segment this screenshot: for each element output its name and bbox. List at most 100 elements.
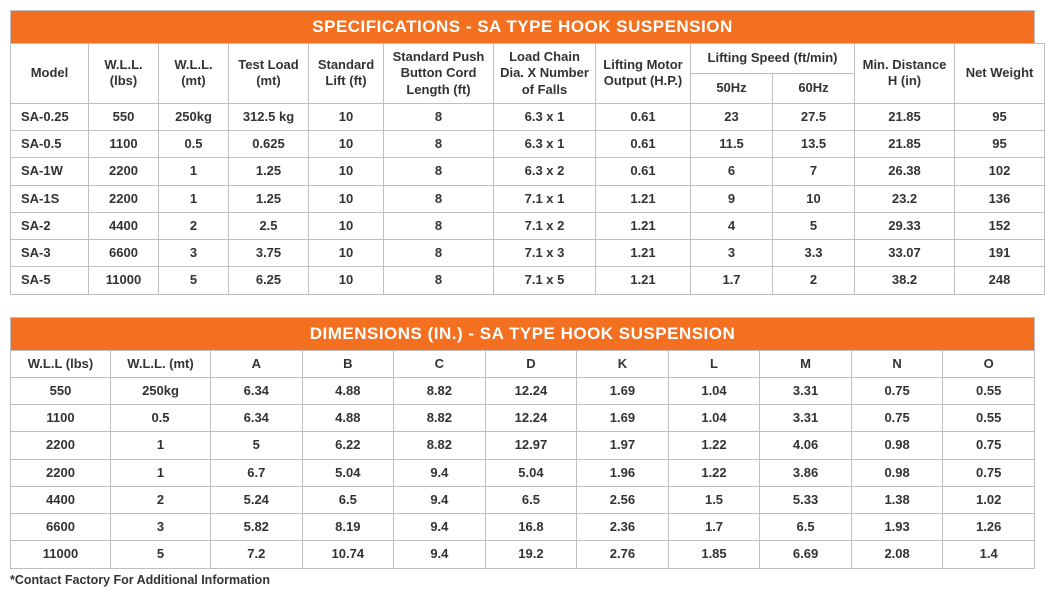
dims-cell: 1.04 <box>668 405 760 432</box>
col-motor: Lifting Motor Output (H.P.) <box>596 44 691 104</box>
cell-std_lift: 10 <box>309 212 384 239</box>
col-min-dist: Min. Distance H (in) <box>855 44 955 104</box>
cell-cord_len: 8 <box>384 103 494 130</box>
dims-cell: 550 <box>11 377 111 404</box>
cell-min_dist: 38.2 <box>855 267 955 294</box>
dims-cell: 250kg <box>111 377 211 404</box>
cell-model: SA-5 <box>11 267 89 294</box>
dims-cell: 2.56 <box>577 486 669 513</box>
dims-cell: 10.74 <box>302 541 394 568</box>
dims-cell: 5.24 <box>211 486 303 513</box>
cell-test_load: 312.5 kg <box>229 103 309 130</box>
dims-cell: 1.02 <box>943 486 1035 513</box>
dims-cell: 5.82 <box>211 514 303 541</box>
dims-cell: 0.55 <box>943 377 1035 404</box>
cell-std_lift: 10 <box>309 267 384 294</box>
dims-cell: 8.82 <box>394 377 486 404</box>
dims-cell: 2.36 <box>577 514 669 541</box>
cell-model: SA-2 <box>11 212 89 239</box>
cell-speed_60: 2 <box>773 267 855 294</box>
footnote: *Contact Factory For Additional Informat… <box>10 573 1035 587</box>
table-row: SA-0.25550250kg312.5 kg1086.3 x 10.61232… <box>11 103 1045 130</box>
cell-cord_len: 8 <box>384 185 494 212</box>
dims-cell: 4400 <box>11 486 111 513</box>
specifications-section: SPECIFICATIONS - SA TYPE HOOK SUSPENSION… <box>10 10 1035 295</box>
dims-cell: 2200 <box>11 459 111 486</box>
dims-cell: 6.7 <box>211 459 303 486</box>
dims-cell: 1.38 <box>851 486 943 513</box>
dims-cell: 1 <box>111 432 211 459</box>
cell-cord_len: 8 <box>384 240 494 267</box>
dims-col-4: C <box>394 350 486 377</box>
cell-speed_60: 10 <box>773 185 855 212</box>
dimensions-header: W.L.L (lbs)W.L.L. (mt)ABCDKLMNO <box>11 350 1035 377</box>
dims-cell: 6600 <box>11 514 111 541</box>
dims-cell: 1.22 <box>668 459 760 486</box>
col-cord-len: Standard Push Button Cord Length (ft) <box>384 44 494 104</box>
cell-min_dist: 21.85 <box>855 131 955 158</box>
dims-cell: 1.5 <box>668 486 760 513</box>
table-row: 440025.246.59.46.52.561.55.331.381.02 <box>11 486 1035 513</box>
dims-col-2: A <box>211 350 303 377</box>
table-row: SA-2440022.51087.1 x 21.214529.33152 <box>11 212 1045 239</box>
cell-cord_len: 8 <box>384 131 494 158</box>
dims-cell: 5.04 <box>485 459 577 486</box>
dims-cell: 9.4 <box>394 541 486 568</box>
dims-cell: 12.24 <box>485 405 577 432</box>
dims-col-10: O <box>943 350 1035 377</box>
cell-speed_50: 23 <box>691 103 773 130</box>
cell-speed_60: 27.5 <box>773 103 855 130</box>
cell-motor: 1.21 <box>596 212 691 239</box>
dims-cell: 0.75 <box>851 405 943 432</box>
cell-motor: 1.21 <box>596 240 691 267</box>
cell-std_lift: 10 <box>309 103 384 130</box>
specifications-header: Model W.L.L. (lbs) W.L.L. (mt) Test Load… <box>11 44 1045 104</box>
cell-speed_60: 13.5 <box>773 131 855 158</box>
dims-cell: 2200 <box>11 432 111 459</box>
dims-cell: 3.31 <box>760 405 852 432</box>
dims-cell: 9.4 <box>394 459 486 486</box>
dims-cell: 8.82 <box>394 405 486 432</box>
cell-speed_60: 7 <box>773 158 855 185</box>
dims-cell: 0.5 <box>111 405 211 432</box>
dims-cell: 5.33 <box>760 486 852 513</box>
table-row: 550250kg6.344.888.8212.241.691.043.310.7… <box>11 377 1035 404</box>
cell-test_load: 0.625 <box>229 131 309 158</box>
specifications-title: SPECIFICATIONS - SA TYPE HOOK SUSPENSION <box>10 10 1035 43</box>
dims-cell: 6.34 <box>211 405 303 432</box>
cell-std_lift: 10 <box>309 131 384 158</box>
cell-test_load: 1.25 <box>229 185 309 212</box>
cell-motor: 0.61 <box>596 158 691 185</box>
dims-cell: 1.69 <box>577 377 669 404</box>
cell-test_load: 1.25 <box>229 158 309 185</box>
cell-std_lift: 10 <box>309 185 384 212</box>
dims-cell: 19.2 <box>485 541 577 568</box>
cell-net_wt: 102 <box>955 158 1045 185</box>
dims-cell: 3.86 <box>760 459 852 486</box>
dims-cell: 0.75 <box>943 459 1035 486</box>
cell-test_load: 2.5 <box>229 212 309 239</box>
col-speed-group: Lifting Speed (ft/min) <box>691 44 855 74</box>
dims-cell: 4.88 <box>302 377 394 404</box>
table-row: SA-0.511000.50.6251086.3 x 10.6111.513.5… <box>11 131 1045 158</box>
cell-wll_mt: 250kg <box>159 103 229 130</box>
cell-wll_lbs: 6600 <box>89 240 159 267</box>
dims-cell: 3 <box>111 514 211 541</box>
col-net-wt: Net Weight <box>955 44 1045 104</box>
cell-load_chain: 7.1 x 2 <box>494 212 596 239</box>
cell-wll_mt: 3 <box>159 240 229 267</box>
cell-motor: 0.61 <box>596 103 691 130</box>
cell-speed_50: 3 <box>691 240 773 267</box>
col-test-load: Test Load (mt) <box>229 44 309 104</box>
cell-wll_mt: 5 <box>159 267 229 294</box>
cell-wll_lbs: 550 <box>89 103 159 130</box>
col-wll-lbs: W.L.L. (lbs) <box>89 44 159 104</box>
dims-cell: 12.97 <box>485 432 577 459</box>
dims-cell: 6.5 <box>760 514 852 541</box>
cell-wll_mt: 0.5 <box>159 131 229 158</box>
cell-wll_lbs: 2200 <box>89 158 159 185</box>
cell-net_wt: 191 <box>955 240 1045 267</box>
dims-cell: 8.19 <box>302 514 394 541</box>
dims-col-3: B <box>302 350 394 377</box>
cell-cord_len: 8 <box>384 267 494 294</box>
